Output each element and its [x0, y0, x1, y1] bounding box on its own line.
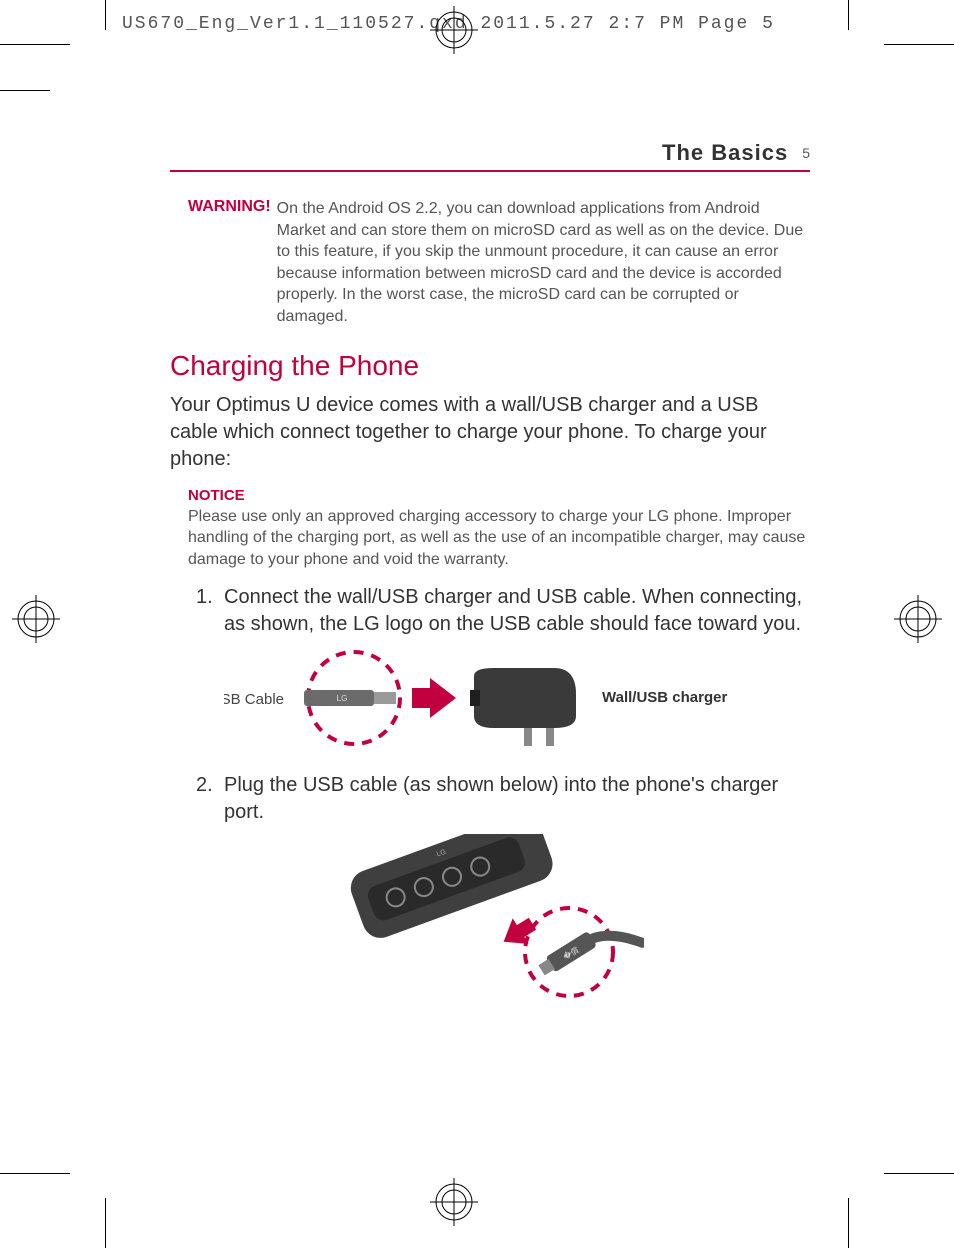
figure-2: LG �償: [324, 834, 810, 1004]
warning-block: WARNING! On the Android OS 2.2, you can …: [188, 198, 810, 328]
page-content: The Basics 5 WARNING! On the Android OS …: [170, 140, 810, 1020]
steps-list: Connect the wall/USB charger and USB cab…: [196, 584, 810, 1004]
page-number: 5: [802, 145, 810, 161]
crop-mark: [0, 44, 70, 45]
crop-mark: [0, 90, 50, 91]
figure-1: USB Cable LG: [224, 646, 810, 756]
arrow-right-icon: [412, 678, 456, 718]
warning-text: On the Android OS 2.2, you can download …: [277, 198, 810, 328]
crop-mark: [848, 0, 849, 30]
section-title: The Basics: [662, 140, 788, 166]
step-1-text: Connect the wall/USB charger and USB cab…: [224, 586, 802, 635]
usb-cable-tip-icon: �償: [537, 910, 642, 996]
crop-mark: [884, 44, 954, 45]
registration-mark-icon: [430, 6, 478, 54]
step-1: Connect the wall/USB charger and USB cab…: [196, 584, 810, 756]
crop-mark: [848, 1198, 849, 1248]
warning-label: WARNING!: [188, 198, 271, 216]
crop-mark: [105, 0, 106, 30]
intro-paragraph: Your Optimus U device comes with a wall/…: [170, 392, 810, 473]
crop-mark: [0, 1173, 70, 1174]
fig1-label-right: Wall/USB charger: [602, 689, 727, 706]
step-2-text: Plug the USB cable (as shown below) into…: [224, 774, 778, 823]
step-2: Plug the USB cable (as shown below) into…: [196, 772, 810, 1004]
notice-text: Please use only an approved charging acc…: [188, 506, 810, 571]
registration-mark-icon: [430, 1178, 478, 1226]
crop-mark: [884, 1173, 954, 1174]
registration-mark-icon: [12, 595, 60, 643]
arrow-left-icon: [496, 911, 541, 954]
heading-charging: Charging the Phone: [170, 350, 810, 382]
usb-plug-tip: [374, 692, 396, 704]
notice-label: NOTICE: [188, 487, 810, 504]
crop-mark: [105, 1198, 106, 1248]
section-header: The Basics 5: [170, 140, 810, 172]
wall-charger-icon: [470, 668, 576, 746]
svg-text:LG: LG: [337, 694, 348, 703]
fig1-label-left: USB Cable: [224, 691, 284, 708]
notice-block: NOTICE Please use only an approved charg…: [188, 487, 810, 571]
registration-mark-icon: [894, 595, 942, 643]
